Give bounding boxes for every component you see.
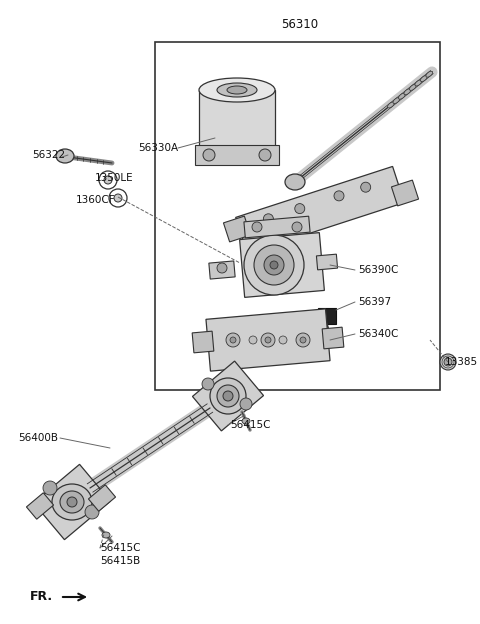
Text: 56340C: 56340C <box>358 329 398 339</box>
Text: 56322: 56322 <box>32 150 65 160</box>
Text: 56415B: 56415B <box>100 556 140 566</box>
Ellipse shape <box>300 337 306 343</box>
Text: 1360CF: 1360CF <box>76 195 116 205</box>
Bar <box>199 90 275 153</box>
Ellipse shape <box>334 191 344 201</box>
Ellipse shape <box>43 481 57 495</box>
Polygon shape <box>322 327 344 349</box>
Ellipse shape <box>203 149 215 161</box>
Ellipse shape <box>295 203 305 213</box>
Polygon shape <box>236 167 404 253</box>
Ellipse shape <box>242 418 250 424</box>
Text: 56400B: 56400B <box>18 433 58 443</box>
Ellipse shape <box>393 97 400 104</box>
Ellipse shape <box>259 149 271 161</box>
Ellipse shape <box>254 245 294 285</box>
Ellipse shape <box>261 333 275 347</box>
Text: 56397: 56397 <box>358 297 391 307</box>
Ellipse shape <box>217 83 257 97</box>
Ellipse shape <box>360 182 371 192</box>
Ellipse shape <box>279 336 287 344</box>
Ellipse shape <box>296 333 310 347</box>
Ellipse shape <box>444 358 452 366</box>
Polygon shape <box>316 254 337 270</box>
Ellipse shape <box>387 102 394 108</box>
Ellipse shape <box>326 332 334 340</box>
Ellipse shape <box>199 141 275 165</box>
Polygon shape <box>240 233 324 298</box>
Polygon shape <box>244 216 310 238</box>
Ellipse shape <box>240 398 252 410</box>
Polygon shape <box>26 493 54 519</box>
Ellipse shape <box>230 337 236 343</box>
Ellipse shape <box>244 235 304 295</box>
Polygon shape <box>206 309 330 371</box>
Ellipse shape <box>226 333 240 347</box>
Ellipse shape <box>415 80 421 86</box>
Ellipse shape <box>404 89 411 95</box>
Ellipse shape <box>249 336 257 344</box>
Bar <box>195 145 279 165</box>
Ellipse shape <box>270 261 278 269</box>
Ellipse shape <box>426 71 432 77</box>
Text: 13385: 13385 <box>445 357 478 367</box>
Ellipse shape <box>252 222 262 232</box>
Ellipse shape <box>409 84 416 90</box>
Ellipse shape <box>104 176 112 184</box>
Ellipse shape <box>85 505 99 519</box>
Ellipse shape <box>210 378 246 414</box>
Polygon shape <box>224 216 251 242</box>
Text: 1350LE: 1350LE <box>95 173 133 183</box>
Ellipse shape <box>202 378 214 390</box>
Ellipse shape <box>56 149 74 163</box>
Polygon shape <box>392 180 419 206</box>
Polygon shape <box>192 361 264 431</box>
Ellipse shape <box>265 337 271 343</box>
Ellipse shape <box>264 255 284 275</box>
Text: FR.: FR. <box>30 590 53 603</box>
Bar <box>318 308 336 324</box>
Ellipse shape <box>199 78 275 102</box>
Text: 56310: 56310 <box>281 19 319 31</box>
Ellipse shape <box>264 214 274 224</box>
Ellipse shape <box>52 484 92 520</box>
Ellipse shape <box>227 86 247 94</box>
Text: 56330A: 56330A <box>138 143 178 153</box>
Polygon shape <box>192 331 214 353</box>
Ellipse shape <box>217 385 239 407</box>
Ellipse shape <box>67 497 77 507</box>
Text: 56415C: 56415C <box>100 543 141 553</box>
Ellipse shape <box>223 391 233 401</box>
Ellipse shape <box>114 194 122 202</box>
Ellipse shape <box>420 76 427 82</box>
Ellipse shape <box>440 354 456 370</box>
Ellipse shape <box>398 93 405 99</box>
Ellipse shape <box>217 263 227 273</box>
Ellipse shape <box>102 532 110 538</box>
Bar <box>155 42 440 390</box>
Polygon shape <box>88 485 116 511</box>
Polygon shape <box>34 464 110 540</box>
Ellipse shape <box>285 174 305 190</box>
Ellipse shape <box>292 222 302 232</box>
Text: 56390C: 56390C <box>358 265 398 275</box>
Ellipse shape <box>60 491 84 513</box>
Polygon shape <box>209 261 235 279</box>
Text: 56415C: 56415C <box>230 420 271 430</box>
